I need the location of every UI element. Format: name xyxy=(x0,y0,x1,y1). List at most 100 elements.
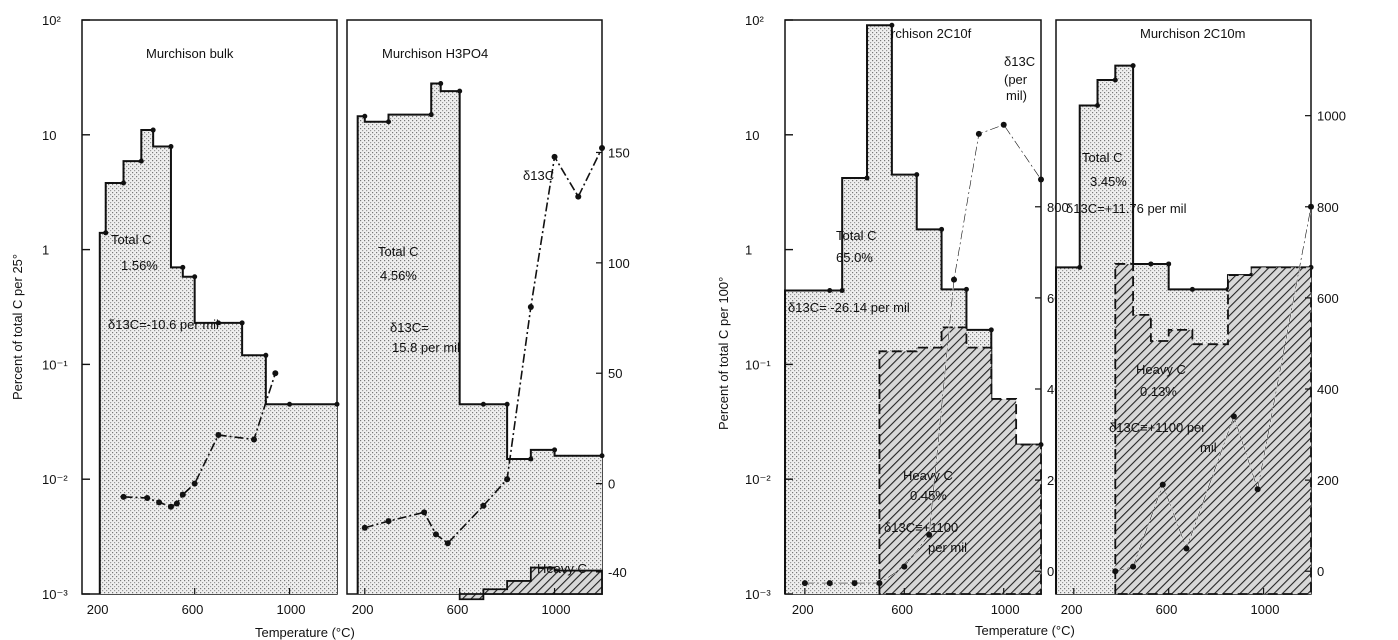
total-c-point xyxy=(263,352,269,358)
right-tick-label: 800 xyxy=(1047,200,1069,215)
annotation-heavy-delta13c: δ13C≡+1100 per xyxy=(1109,420,1206,435)
delta13c-line-outline xyxy=(804,124,1042,584)
total-c-point xyxy=(215,320,221,326)
annotation-heavy-c: Heavy C xyxy=(903,468,953,483)
right-y-axis-title: Percent of total C per 100° xyxy=(716,277,731,430)
total-c-point xyxy=(1077,264,1083,270)
annotation-heavy-c-percent: 0.13% xyxy=(1140,384,1177,399)
right-tick-label: 0 xyxy=(608,477,615,492)
annotation-heavy-c-percent: 0.45% xyxy=(910,488,947,503)
delta13c-point xyxy=(1230,413,1237,420)
total-c-point xyxy=(914,172,920,178)
y-tick-label: 10⁻¹ xyxy=(42,357,68,372)
annotation-delta13c-axis-unit: (per xyxy=(1004,72,1028,87)
delta13c-point xyxy=(1038,176,1044,183)
panel-murchison-bulk: Murchison bulk 200 600 1000 Total C 1.56% … xyxy=(81,19,340,617)
y-tick-label: 1 xyxy=(745,243,752,258)
total-c-step-line xyxy=(98,129,337,594)
delta13c-point xyxy=(826,580,833,587)
x-tick-label: 200 xyxy=(352,602,374,617)
total-c-point xyxy=(168,144,174,150)
total-c-point xyxy=(889,22,895,28)
total-c-point xyxy=(150,127,156,133)
total-c-point xyxy=(121,180,127,186)
delta13c-point xyxy=(951,276,958,283)
delta13c-point xyxy=(599,145,605,152)
annotation-delta13c-label: δ13C= xyxy=(390,320,429,335)
total-c-point xyxy=(287,401,293,407)
total-c-point xyxy=(138,158,144,164)
total-c-point xyxy=(1189,286,1195,292)
delta13c-point xyxy=(1183,545,1190,552)
delta13c-point xyxy=(480,502,487,509)
delta13c-point xyxy=(1112,568,1119,575)
annotation-delta13c-series: δ13C xyxy=(523,168,554,183)
total-c-point xyxy=(180,264,186,270)
total-c-point xyxy=(939,226,945,232)
right-tick-label: 200 xyxy=(1317,473,1339,488)
delta13c-point xyxy=(876,580,883,587)
right-tick-label: 600 xyxy=(1317,291,1339,306)
annotation-heavy-c: Heavy C xyxy=(537,561,587,576)
annotation-heavy-delta13c-unit: per mil xyxy=(928,540,967,555)
total-c-point xyxy=(1095,102,1101,108)
annotation-heavy-c: Heavy C xyxy=(1136,362,1186,377)
panel-title: Murchison bulk xyxy=(146,46,234,61)
panel-murchison-2c10m: Murchison 2C10m 200 600 100010008006004002… xyxy=(1055,19,1346,617)
heavy-c-area xyxy=(1114,263,1312,595)
annotation-delta13c-value: δ13C= -26.14 per mil xyxy=(788,300,910,315)
total-c-point xyxy=(1112,77,1118,83)
total-c-point xyxy=(528,456,534,462)
annotation-heavy-delta13c-unit: mil xyxy=(1200,440,1217,455)
total-c-point xyxy=(864,175,870,181)
delta13c-point xyxy=(1000,121,1007,128)
delta13c-point xyxy=(551,153,558,160)
total-c-area xyxy=(357,83,602,595)
delta13c-point xyxy=(250,436,257,443)
right-tick-label: 100 xyxy=(608,256,630,271)
x-tick-label: 1000 xyxy=(1251,602,1280,617)
total-c-point xyxy=(428,112,434,118)
y-tick-label: 10 xyxy=(745,128,759,143)
x-tick-label: 1000 xyxy=(277,602,306,617)
x-tick-label: 600 xyxy=(1156,602,1178,617)
annotation-total-c-percent: 4.56% xyxy=(380,268,417,283)
y-tick-label: 10 xyxy=(42,128,56,143)
total-c-point xyxy=(239,320,245,326)
annotation-total-c-percent: 65.0% xyxy=(836,250,873,265)
heavy-c-area xyxy=(458,566,603,601)
right-tick-label: 50 xyxy=(608,366,622,381)
panel-murchison-2c10f: Murchison 2C10f 20060010008006004002000 … xyxy=(784,19,1069,617)
delta13c-point xyxy=(575,193,582,200)
total-c-point xyxy=(386,119,392,125)
delta13c-point xyxy=(167,503,174,510)
y-tick-label: 1 xyxy=(42,243,49,258)
total-c-point xyxy=(599,453,605,459)
panel-title: Murchison 2C10m xyxy=(1140,26,1246,41)
y-tick-label: 10⁻¹ xyxy=(745,357,771,372)
panel-plot-area: 200 600 1000 xyxy=(87,127,340,617)
delta13c-point xyxy=(851,580,858,587)
panel-title: Murchison 2C10f xyxy=(873,26,972,41)
x-tick-label: 1000 xyxy=(542,602,571,617)
delta13c-point xyxy=(1254,486,1261,493)
delta13c-point xyxy=(272,370,279,377)
delta13c-point xyxy=(444,540,451,547)
total-c-point xyxy=(1166,261,1172,267)
total-c-point xyxy=(552,447,558,453)
delta13c-point xyxy=(421,509,428,516)
total-c-point xyxy=(438,80,444,86)
total-c-point xyxy=(334,401,340,407)
total-c-point xyxy=(988,327,994,333)
delta13c-line xyxy=(364,147,603,545)
panel-plot-area: 200 600 1000 1000 800 600 400 200 0 xyxy=(1055,63,1346,617)
y-tick-label: 10⁻³ xyxy=(42,587,68,602)
right-tick-label: -40 xyxy=(608,565,627,580)
annotation-total-c: Total C xyxy=(111,232,151,247)
total-c-point xyxy=(504,401,510,407)
total-c-point xyxy=(103,230,109,236)
delta13c-point xyxy=(179,491,186,498)
annotation-delta13c-value: δ13C=+11.76 per mil xyxy=(1066,201,1187,216)
y-tick-label: 10² xyxy=(745,13,764,28)
annotation-total-c: Total C xyxy=(1082,150,1122,165)
